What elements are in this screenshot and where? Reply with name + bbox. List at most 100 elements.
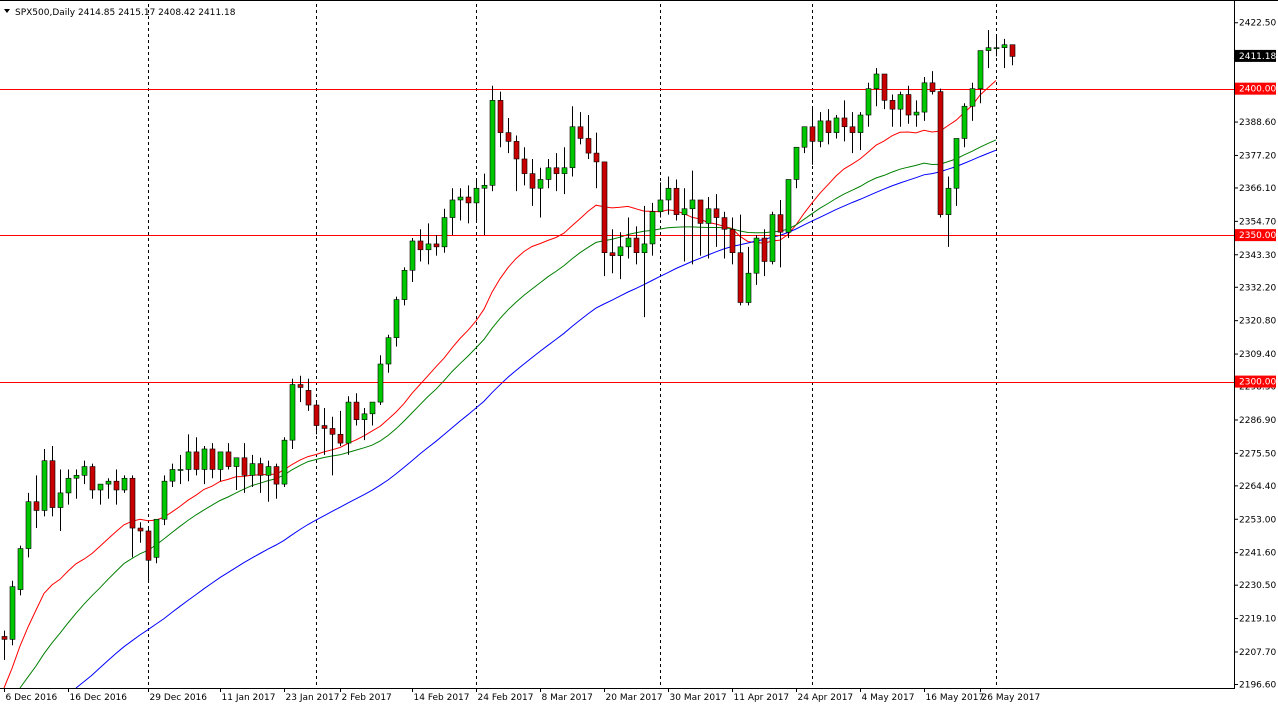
candle-body (241, 457, 248, 476)
candle-body (641, 243, 648, 254)
candle-body (393, 299, 400, 338)
current-price-tag-label: 2411.18 (1239, 52, 1276, 62)
candle-body (945, 187, 952, 215)
candle-body (969, 88, 976, 107)
candle-body (761, 237, 768, 262)
candle-body (913, 111, 920, 116)
candle-body (561, 167, 568, 174)
level-price-tag-label: 2300.00 (1239, 378, 1276, 388)
price-tick-label: 2230.50 (1239, 581, 1276, 591)
candle-body (713, 208, 720, 218)
candle-body (929, 82, 936, 92)
candle-body (225, 451, 232, 467)
candle-body (457, 196, 464, 201)
candle-body (97, 483, 104, 491)
candle-body (209, 448, 216, 470)
candle-body (609, 252, 616, 256)
candle-body (977, 50, 984, 89)
candle-body (705, 208, 712, 224)
candle-body (753, 237, 760, 274)
horizontal-levels (0, 89, 1234, 383)
candle-body (817, 120, 824, 142)
candle-body (569, 126, 576, 169)
candle-body (161, 480, 168, 520)
time-tick-label: 4 May 2017 (862, 693, 915, 703)
time-tick-label: 29 Dec 2016 (150, 693, 208, 703)
candle-body (361, 413, 368, 420)
candle-body (905, 94, 912, 116)
candle-body (1009, 44, 1016, 57)
time-tick-label: 11 Jan 2017 (222, 693, 276, 703)
price-tick-label: 2343.30 (1239, 251, 1276, 261)
time-tick-label: 14 Feb 2017 (414, 693, 470, 703)
price-tags: 2400.00 2350.00 2300.00 2411.18 (1235, 49, 1276, 388)
candle-body (185, 451, 192, 470)
time-tick-label: 11 Apr 2017 (734, 693, 790, 703)
moving-averages (3, 80, 997, 689)
candle-body (17, 548, 24, 590)
candle-body (849, 126, 856, 133)
candle-body (633, 237, 640, 254)
candle-body (145, 530, 152, 561)
time-tick-label: 8 Mar 2017 (542, 693, 593, 703)
candle-body (449, 199, 456, 218)
candle-body (529, 173, 536, 189)
candle-body (489, 100, 496, 186)
candle-body (577, 126, 584, 139)
candle-body (89, 466, 96, 491)
price-tick-label: 2354.70 (1239, 217, 1276, 227)
candle-body (257, 463, 264, 476)
moving-average-line (19, 139, 997, 689)
candle-body (81, 466, 88, 476)
candle-body (841, 117, 848, 128)
level-price-tag-label: 2350.00 (1239, 231, 1276, 241)
candle-body (889, 100, 896, 110)
candle-body (801, 126, 808, 148)
candle-body (777, 214, 784, 233)
candle-body (673, 187, 680, 215)
candle-body (65, 477, 72, 494)
time-tick-label: 26 May 2017 (982, 693, 1041, 703)
candle-body (273, 466, 280, 485)
price-tick-label: 2286.90 (1239, 416, 1276, 426)
candle-body (513, 141, 520, 160)
candle-body (121, 477, 128, 491)
candle-body (409, 240, 416, 271)
chart-ohlc: 2414.85 2415.17 2408.42 2411.18 (78, 8, 236, 18)
time-tick-label: 16 May 2017 (926, 693, 985, 703)
candle-body (497, 100, 504, 133)
candle-body (961, 105, 968, 139)
time-tick-label: 30 Mar 2017 (670, 693, 727, 703)
level-price-tag (1235, 229, 1276, 242)
price-tick-label: 2320.80 (1239, 317, 1276, 327)
price-tick-label: 2309.40 (1239, 350, 1276, 360)
candle-body (217, 451, 224, 470)
candle-body (689, 199, 696, 210)
moving-average-line (3, 80, 997, 689)
candle-body (521, 158, 528, 174)
candle-body (785, 179, 792, 233)
level-price-tag (1235, 375, 1276, 388)
price-tick-label: 2366.10 (1239, 184, 1276, 194)
candle-body (657, 199, 664, 212)
price-tick-label: 2332.20 (1239, 283, 1276, 293)
candle-body (873, 73, 880, 89)
symbol-arrow-icon (4, 9, 10, 13)
candle-body (321, 425, 328, 429)
candle-body (25, 501, 32, 549)
time-tick-label: 23 Jan 2017 (286, 693, 340, 703)
candle-body (201, 448, 208, 470)
candle-body (113, 480, 120, 491)
candle-body (865, 88, 872, 116)
candle-body (377, 363, 384, 403)
price-tick-label: 2253.00 (1239, 515, 1276, 525)
time-tick-label: 24 Feb 2017 (478, 693, 534, 703)
candle-body (57, 492, 64, 508)
candle-body (953, 138, 960, 189)
candle-body (41, 460, 48, 511)
candle-body (473, 187, 480, 204)
price-tick-label: 2196.60 (1239, 680, 1276, 690)
candle-body (297, 384, 304, 388)
